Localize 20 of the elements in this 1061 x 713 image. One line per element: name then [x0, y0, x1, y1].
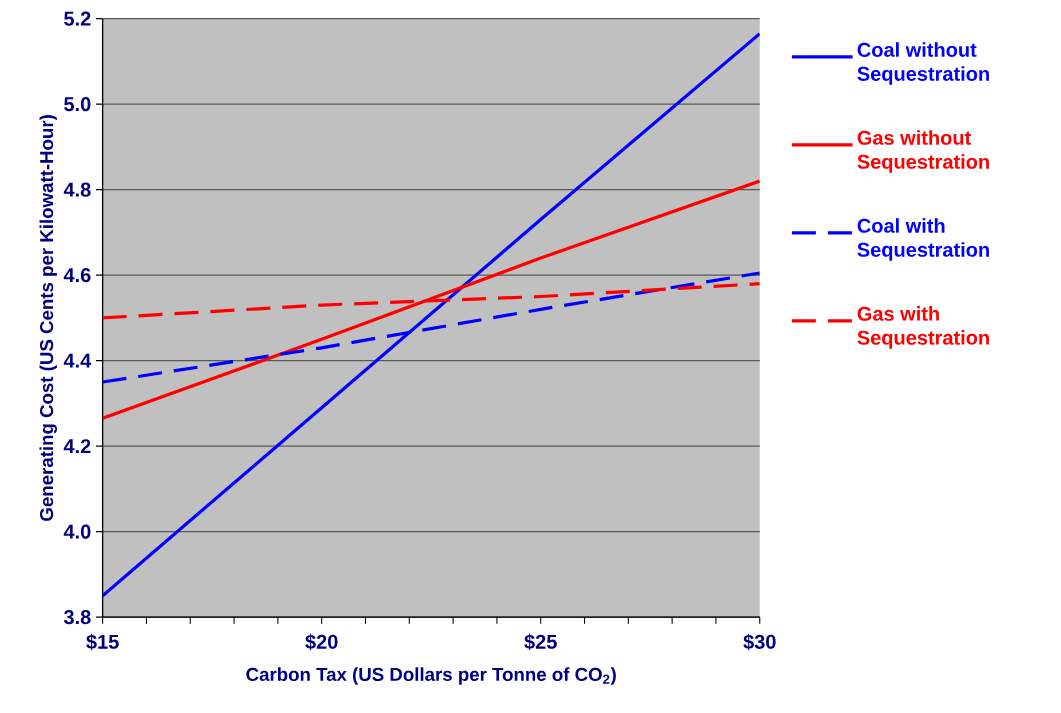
y-tick-label: 4.6 [63, 268, 91, 283]
y-axis-title: Generating Cost (US Cents per Kilowatt-Hour) [39, 115, 57, 521]
legend-label: Coal with Sequestration [857, 218, 989, 261]
y-tick-label: 5.2 [64, 11, 91, 26]
x-tick-label: $15 [86, 633, 119, 651]
x-tick-label: $20 [305, 633, 338, 651]
y-tick-label: 5.0 [64, 97, 91, 112]
line-series [102, 31, 760, 598]
y-tick-label: 3.8 [63, 609, 91, 625]
y-tick-label: 4.8 [63, 182, 91, 197]
legend-label: Gas with Sequestration [857, 306, 989, 349]
y-tick-label: 4.0 [63, 524, 91, 539]
y-tick-label: 4.2 [63, 439, 91, 454]
y-tick-label: 4.4 [63, 353, 92, 368]
legend-label: Gas without Sequestration [857, 130, 989, 173]
legend-label: Coal without Sequestration [857, 42, 989, 85]
x-axis-title: Carbon Tax (US Dollars per Tonne of CO$_{2}$) [246, 667, 616, 685]
x-tick-label: $25 [524, 633, 557, 651]
line-series [102, 179, 760, 420]
x-tick-label: $30 [743, 633, 776, 651]
